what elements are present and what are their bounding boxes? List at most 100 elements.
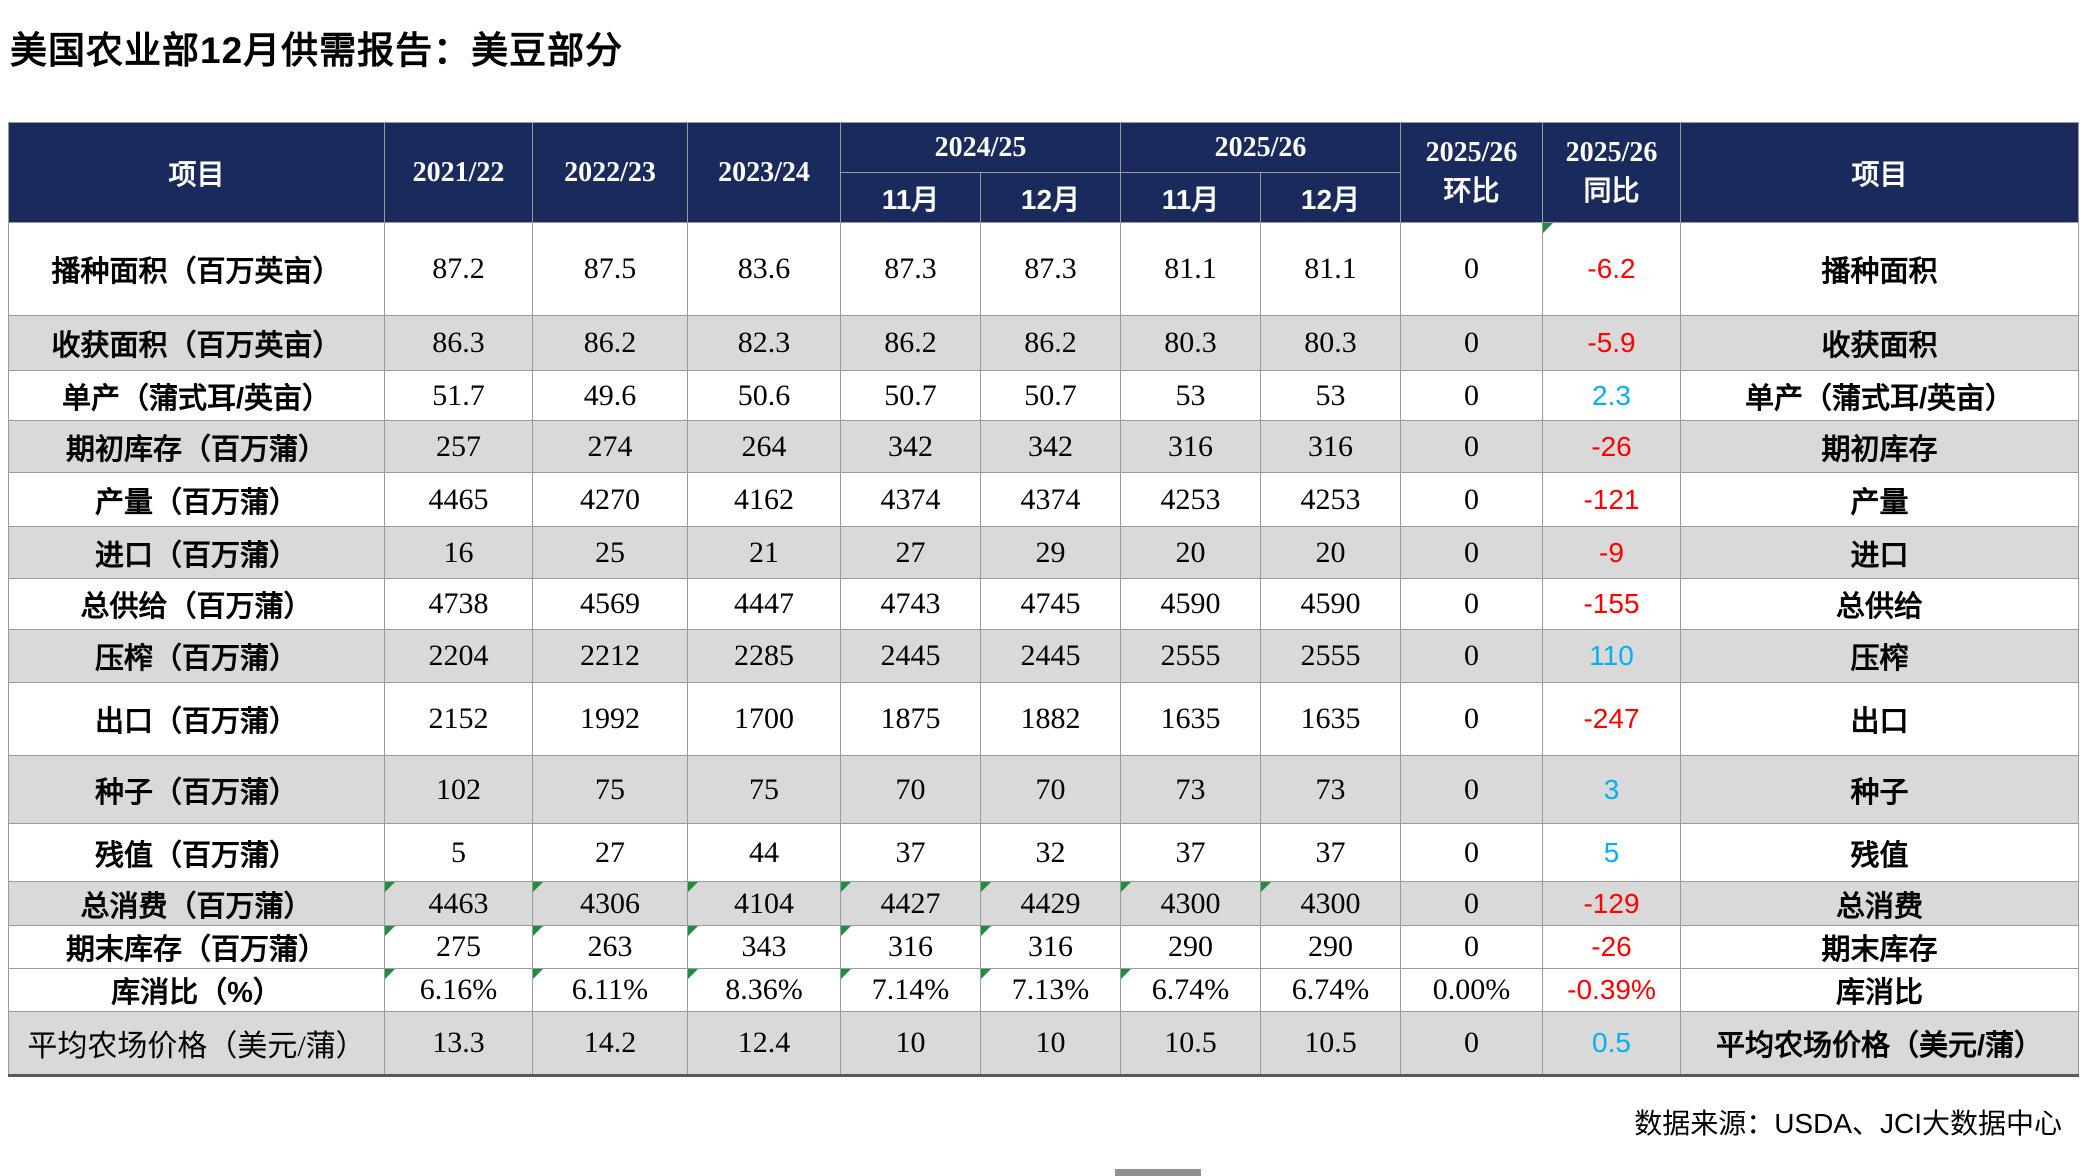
error-indicator-icon [841, 882, 851, 892]
scrollbar-thumb[interactable] [1115, 1169, 1201, 1176]
yoy-cell: -121 [1542, 472, 1681, 527]
value-text: 2204 [428, 639, 489, 672]
row-label-left: 期末库存（百万蒲） [8, 925, 385, 969]
yoy-text: -6.2 [1587, 253, 1636, 284]
value-text: 70 [895, 772, 926, 806]
value-text: 49.6 [583, 378, 637, 412]
value-cell: 86.3 [384, 315, 533, 371]
mom-text: 0 [1464, 772, 1479, 806]
header-item-right: 项目 [1680, 122, 2079, 223]
value-cell: 4429 [980, 881, 1121, 926]
yoy-cell: -9 [1542, 526, 1681, 579]
header-mom: 2025/26 环比 [1400, 122, 1543, 223]
mom-cell: 0 [1400, 578, 1543, 630]
mom-cell: 0 [1400, 755, 1543, 824]
value-text: 2285 [734, 639, 794, 672]
error-indicator-icon [1121, 882, 1131, 892]
value-text: 4743 [880, 587, 941, 620]
value-text: 4590 [1300, 587, 1361, 620]
value-cell: 53 [1260, 370, 1401, 421]
row-label-left: 产量（百万蒲） [8, 472, 385, 527]
table-row: 产量（百万蒲） 4465 4270 4162 4374 4374 4253 4253 0 -121… [8, 472, 2079, 527]
table-header: 项目 2021/22 2022/23 2023/24 2024/25 2025/… [8, 122, 2079, 223]
value-cell: 257 [384, 420, 533, 473]
row-label-left: 残值（百万蒲） [8, 823, 385, 882]
value-cell: 82.3 [687, 315, 841, 371]
yoy-text: 110 [1589, 640, 1634, 671]
value-text: 6.74% [1151, 973, 1230, 1006]
value-text: 50.6 [737, 378, 791, 412]
error-indicator-icon [841, 969, 851, 979]
value-cell: 75 [687, 755, 841, 824]
row-label-left: 期初库存（百万蒲） [8, 420, 385, 473]
value-cell: 316 [840, 925, 981, 969]
value-cell: 1700 [687, 682, 841, 756]
value-cell: 264 [687, 420, 841, 473]
value-text: 37 [895, 835, 926, 869]
value-cell: 4590 [1260, 578, 1401, 630]
row-label-right: 期末库存 [1680, 925, 2079, 969]
value-cell: 2152 [384, 682, 533, 756]
value-text: 316 [888, 930, 933, 963]
value-cell: 316 [1260, 420, 1401, 473]
value-text: 87.3 [884, 252, 937, 285]
table-row: 期末库存（百万蒲） 275 263 343 316 316 290 290 0 -26 期末库存 [8, 925, 2079, 969]
value-cell: 343 [687, 925, 841, 969]
value-cell: 80.3 [1120, 315, 1261, 371]
mom-text: 0 [1464, 482, 1479, 516]
value-cell: 2555 [1260, 629, 1401, 683]
value-cell: 4569 [532, 578, 688, 630]
row-label-right: 总消费 [1680, 881, 2079, 926]
value-text: 86.2 [884, 326, 937, 359]
yoy-text: -247 [1583, 703, 1640, 734]
value-text: 37 [1175, 835, 1206, 869]
value-text: 290 [1168, 930, 1213, 963]
value-text: 73 [1175, 772, 1206, 806]
error-indicator-icon [1121, 969, 1131, 979]
header-year-2023-24: 2023/24 [687, 122, 841, 223]
value-text: 1992 [580, 702, 640, 735]
value-cell: 102 [384, 755, 533, 824]
value-text: 2152 [428, 702, 489, 735]
value-cell: 2555 [1120, 629, 1261, 683]
value-cell: 2212 [532, 629, 688, 683]
value-cell: 4465 [384, 472, 533, 527]
row-label-right: 出口 [1680, 682, 2079, 756]
value-cell: 10 [840, 1011, 981, 1077]
yoy-text: -0.39% [1567, 974, 1656, 1005]
yoy-cell: -5.9 [1542, 315, 1681, 371]
row-label-left: 出口（百万蒲） [8, 682, 385, 756]
value-cell: 86.2 [840, 315, 981, 371]
value-cell: 25 [532, 526, 688, 579]
value-cell: 4300 [1260, 881, 1401, 926]
header-item-left: 项目 [8, 122, 385, 223]
value-cell: 86.2 [980, 315, 1121, 371]
value-cell: 44 [687, 823, 841, 882]
value-text: 275 [436, 930, 481, 963]
row-label-right: 产量 [1680, 472, 2079, 527]
value-text: 1700 [734, 702, 794, 735]
yoy-text: 5 [1603, 836, 1620, 868]
value-text: 21 [749, 535, 779, 569]
value-text: 27 [895, 535, 926, 569]
value-cell: 10 [980, 1011, 1121, 1077]
value-cell: 29 [980, 526, 1121, 579]
value-text: 4738 [428, 587, 489, 620]
header-yoy-year: 2025/26 [1565, 137, 1658, 168]
value-text: 4300 [1160, 886, 1221, 920]
table-row: 残值（百万蒲） 5 27 44 37 32 37 37 0 5 残值 [8, 823, 2079, 882]
value-cell: 8.36% [687, 968, 841, 1012]
value-cell: 87.5 [532, 222, 688, 316]
value-cell: 4374 [980, 472, 1121, 527]
value-text: 1882 [1020, 702, 1081, 735]
value-cell: 290 [1120, 925, 1261, 969]
value-text: 87.2 [432, 252, 485, 285]
value-text: 14.2 [583, 1026, 637, 1059]
value-text: 4465 [428, 482, 489, 516]
table-row: 单产（蒲式耳/英亩） 51.7 49.6 50.6 50.7 50.7 53 53 0 2.3 单产… [8, 370, 2079, 421]
error-indicator-icon [533, 926, 543, 936]
value-cell: 4253 [1260, 472, 1401, 527]
yoy-text: -9 [1599, 536, 1624, 568]
header-yoy: 2025/26 同比 [1542, 122, 1681, 223]
row-label-left: 压榨（百万蒲） [8, 629, 385, 683]
